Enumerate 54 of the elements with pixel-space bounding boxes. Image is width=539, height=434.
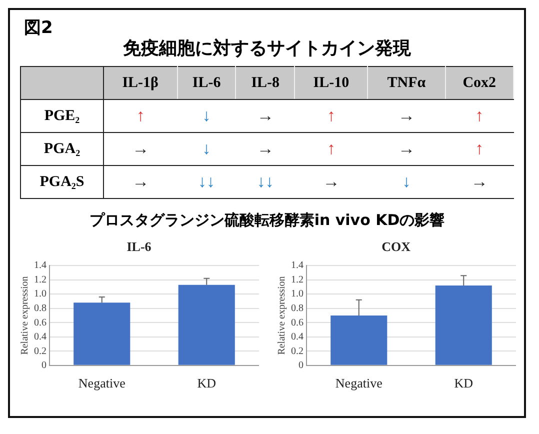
category-label: IL-1β [104,66,178,100]
text: → [256,139,274,158]
y-tick-label: 0.8 [290,302,303,314]
caption: 図2 [24,17,53,39]
y-tick-label: 1.2 [34,274,46,286]
y-tick-label: 0.4 [34,332,46,343]
y-tick-label: 0 [41,360,46,372]
x-tick-label: Negative [78,376,126,391]
x-tick-label: Negative [334,376,382,391]
text: → [132,139,150,158]
text: → [398,106,415,125]
category-label: IL-10 [294,66,368,100]
text: ↑ [475,106,484,125]
category-label: PGA₂S [40,174,84,190]
text: ↓ [402,172,411,191]
y-tick-label: 1.0 [290,288,303,300]
text: ↓ [202,139,211,158]
y-tick-label: 0.8 [34,302,46,314]
x-tick-label: KD [196,376,216,391]
text: ↑ [136,106,145,125]
x-tick-label: KD [454,376,473,391]
y-axis-title: Relative expression [19,276,30,355]
text: ↓ [202,106,211,125]
y-tick-label: 1.0 [34,288,46,300]
y-tick-label: 0.6 [34,317,46,328]
text: → [470,172,488,191]
y-tick-label: 0.4 [290,332,303,343]
text: 免疫細胞に対するサイトカイン発現 [123,38,411,59]
text: ↓↓ [256,172,274,191]
category-label: IL-6 [177,66,236,100]
text: → [132,172,150,191]
chart-subtitle: プロスタグランジン硫酸転移酵素in vivo KDの影響 [88,211,446,230]
chart-title: IL-6 [126,239,152,254]
text: ↓↓ [198,172,216,191]
y-tick-label: 1.4 [290,260,303,272]
category-label: Cox2 [445,66,514,100]
chart-title: COX [381,239,411,254]
y-tick-label: 1.2 [290,274,303,286]
y-tick-label: 0.6 [290,317,303,328]
text: → [256,106,274,125]
category-label: PGE₂ [44,108,80,124]
text: ↑ [475,139,484,158]
y-axis-title: Relative expression [276,276,288,355]
text: → [398,139,415,158]
text: ↑ [326,106,336,125]
text: → [322,172,340,191]
category-label: IL-8 [236,66,295,100]
y-tick-label: 0.2 [290,346,303,357]
category-label: TNFα [368,66,446,100]
text: ↑ [326,139,336,158]
y-tick-label: 1.4 [34,260,46,272]
y-tick-label: 0.2 [34,346,46,357]
y-tick-label: 0 [298,360,303,372]
category-label: PGA₂ [44,140,80,156]
